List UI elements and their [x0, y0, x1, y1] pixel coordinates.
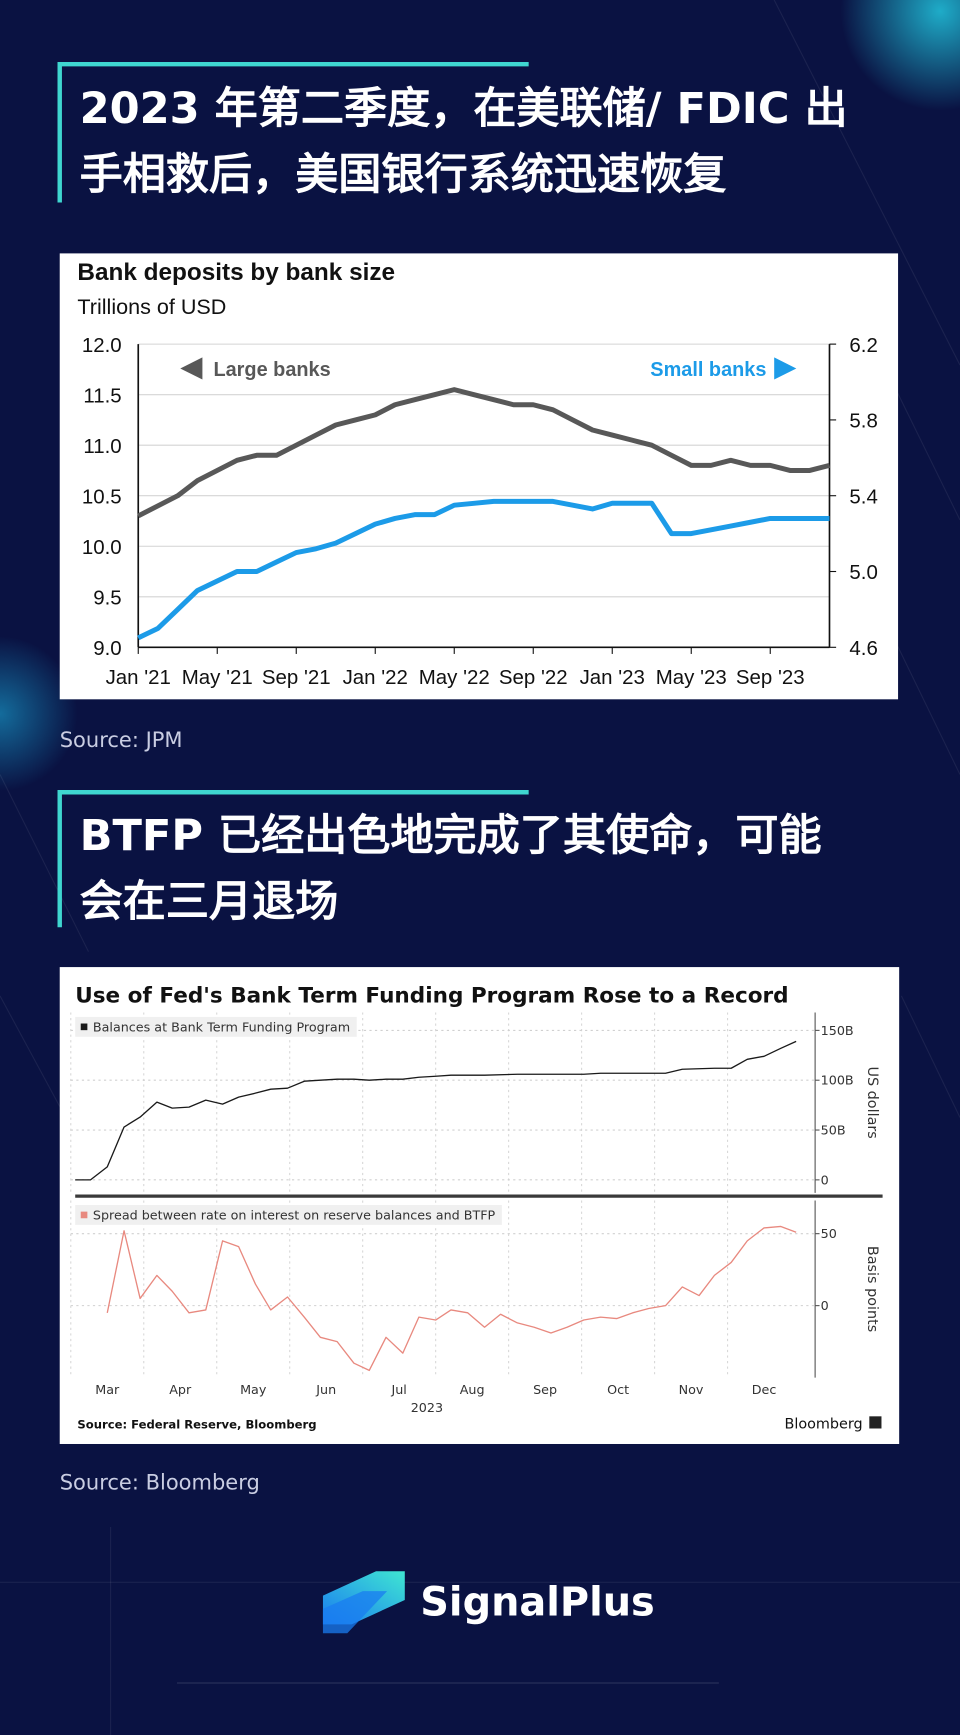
- x-caption: 2023: [411, 1400, 443, 1415]
- y-tick-label: 11.0: [83, 435, 121, 458]
- legend-label: Spread between rate on interest on reser…: [93, 1207, 496, 1222]
- legend-box: [75, 1016, 357, 1037]
- x-tick-label: Apr: [169, 1382, 192, 1397]
- y-tick-label: 150B: [821, 1023, 854, 1038]
- x-tick-label: Jan '21: [106, 666, 171, 689]
- y-tick-label: 12.0: [82, 334, 122, 357]
- chart-panel: [59, 253, 899, 700]
- x-tick-label: Jun: [315, 1382, 336, 1397]
- heading-bracket: [57, 790, 529, 928]
- x-tick-label: Jan '22: [343, 666, 408, 689]
- data-line: [137, 387, 831, 519]
- x-tick-label: Sep '23: [736, 666, 805, 689]
- brand-icon: [869, 1416, 882, 1429]
- y-tick-label: 100B: [821, 1073, 854, 1088]
- y2-tick-label: 5.8: [849, 410, 877, 433]
- y2-tick-label: 5.4: [849, 485, 877, 508]
- heading: 2023 年第二季度，在美联储/ FDIC 出: [80, 84, 848, 134]
- data-line: [75, 1040, 797, 1181]
- y-tick-label: 10.0: [82, 536, 122, 559]
- x-tick-label: Dec: [752, 1382, 777, 1397]
- y2-tick-label: 5.0: [849, 561, 877, 584]
- y2-tick-label: 6.2: [849, 334, 877, 357]
- brand-logo: [322, 1571, 405, 1634]
- chart-title: Bank deposits by bank size: [77, 259, 395, 286]
- footer-source: Source: Federal Reserve, Bloomberg: [77, 1417, 316, 1431]
- source: Source: Bloomberg: [60, 1469, 260, 1494]
- heading-bracket: [57, 61, 529, 203]
- y-tick-label: 10.5: [82, 485, 122, 508]
- heading: 会在三月退场: [80, 877, 339, 927]
- heading: 手相救后，美国银行系统迅速恢复: [80, 150, 727, 200]
- y-tick-label: 9.0: [93, 637, 121, 660]
- glow: [840, 0, 960, 111]
- x-tick-label: May '23: [656, 666, 727, 689]
- x-tick-label: May '22: [419, 666, 490, 689]
- legend-marker: [80, 1211, 88, 1219]
- y-axis-title: Basis points: [864, 1246, 880, 1332]
- x-tick-label: Sep: [533, 1382, 557, 1397]
- y-tick-label: 0: [821, 1298, 829, 1313]
- x-tick-label: Jan '23: [580, 666, 645, 689]
- y2-tick-label: 4.6: [849, 637, 877, 660]
- y-tick-label: 11.5: [83, 384, 121, 407]
- glow: [0, 636, 78, 792]
- x-tick-label: Aug: [460, 1382, 485, 1397]
- x-tick-label: Sep '21: [262, 666, 331, 689]
- x-tick-label: Sep '22: [499, 666, 568, 689]
- x-tick-label: May '21: [182, 666, 253, 689]
- legend-marker: [80, 1023, 88, 1031]
- legend-label: Small banks: [650, 359, 766, 381]
- y-tick-label: 9.5: [93, 587, 121, 610]
- x-tick-label: Oct: [607, 1382, 629, 1397]
- source: Source: JPM: [60, 727, 183, 752]
- chart-title: Use of Fed's Bank Term Funding Program R…: [75, 983, 788, 1008]
- legend-marker: [180, 357, 203, 380]
- x-tick-label: Mar: [95, 1382, 120, 1397]
- x-tick-label: Nov: [679, 1382, 704, 1397]
- brand-name: SignalPlus: [420, 1579, 654, 1625]
- legend-label: Large banks: [213, 359, 330, 381]
- legend-marker: [774, 357, 797, 380]
- y-tick-label: 0: [821, 1172, 829, 1187]
- chart-subtitle: Trillions of USD: [77, 294, 226, 319]
- y-tick-label: 50B: [821, 1122, 846, 1137]
- y-axis-title: US dollars: [864, 1066, 880, 1138]
- y-tick-label: 50: [821, 1226, 837, 1241]
- footer-brand: Bloomberg: [784, 1416, 862, 1432]
- legend-box: [75, 1204, 502, 1225]
- data-line: [106, 1225, 797, 1372]
- heading: BTFP 已经出色地完成了其使命，可能: [80, 811, 822, 861]
- legend-label: Balances at Bank Term Funding Program: [93, 1019, 350, 1034]
- x-tick-label: Jul: [390, 1382, 406, 1397]
- data-line: [137, 498, 830, 641]
- x-tick-label: May: [240, 1382, 267, 1397]
